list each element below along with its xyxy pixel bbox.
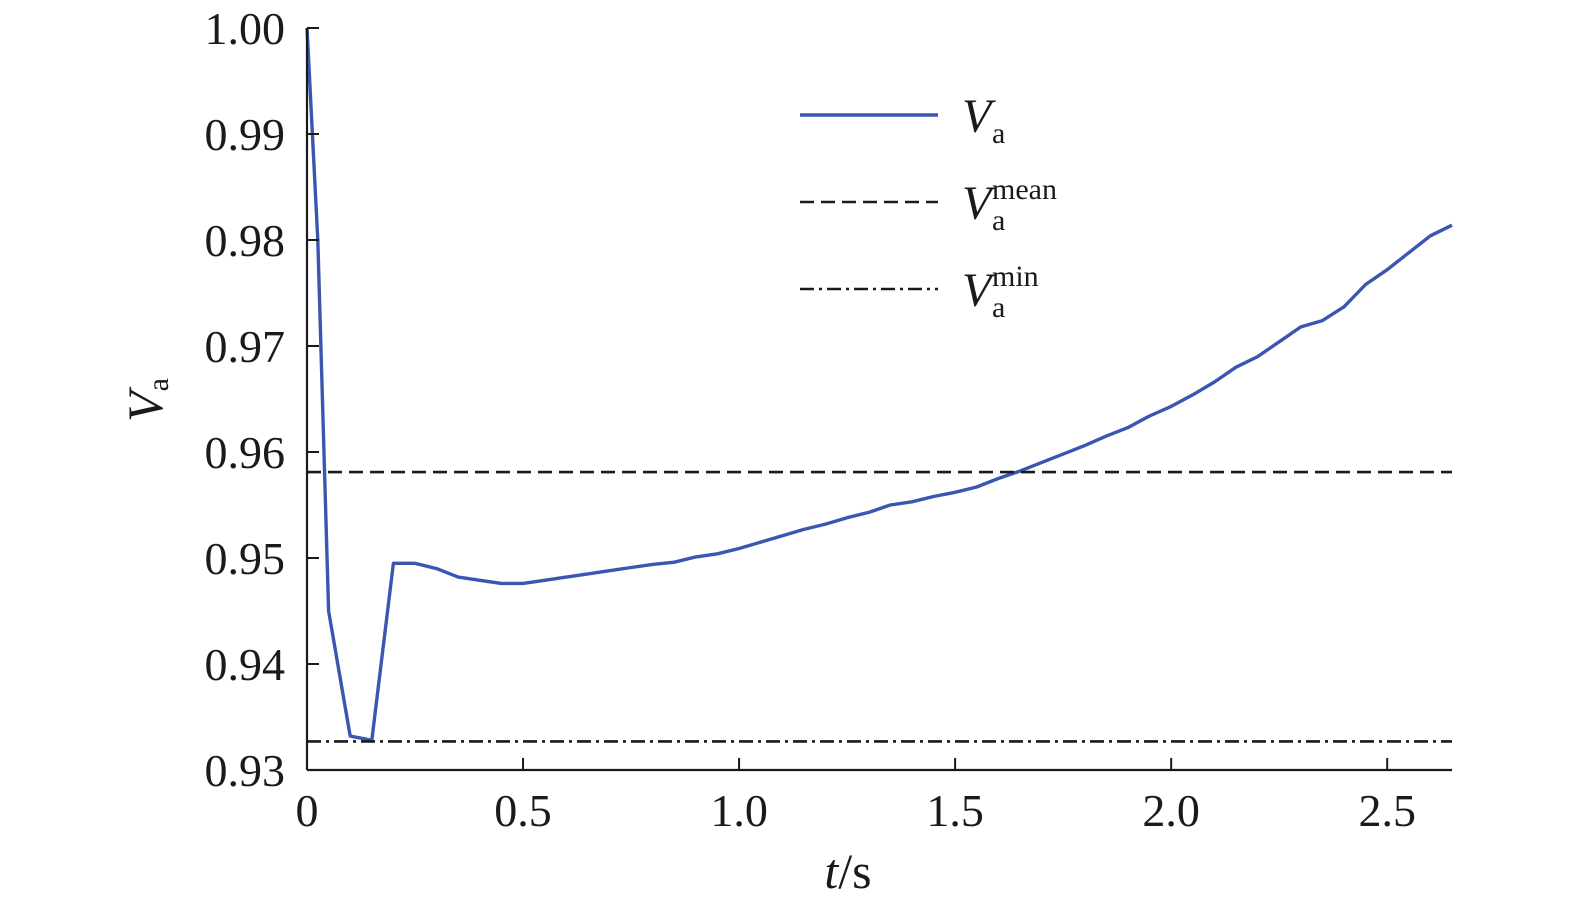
series-layer bbox=[305, 27, 1453, 743]
ticks-layer: 0 0.5 1.0 1.5 2.0 2.5 0.93 0.94 0.95 0.96 0.97 0.98… bbox=[205, 3, 1416, 836]
x-tick-label: 2.0 bbox=[1142, 785, 1200, 836]
y-axis-variable: V bbox=[117, 386, 173, 422]
y-tick-label: 0.96 bbox=[205, 427, 286, 478]
legend-label-superscript: min bbox=[992, 260, 1039, 293]
y-tick-label: 0.94 bbox=[205, 639, 286, 690]
legend-label-variable: V bbox=[962, 90, 996, 143]
y-tick-label: 0.95 bbox=[205, 533, 286, 584]
legend-label-variable: V bbox=[962, 177, 996, 230]
legend-label-superscript: mean bbox=[992, 173, 1057, 206]
x-tick-label: 2.5 bbox=[1358, 785, 1416, 836]
y-tick-label: 1.00 bbox=[205, 3, 286, 54]
x-tick-label: 0.5 bbox=[494, 785, 552, 836]
x-axis-variable: t bbox=[824, 843, 839, 899]
y-tick-label: 0.99 bbox=[205, 109, 286, 160]
x-tick-label: 1.0 bbox=[710, 785, 768, 836]
legend-label-subscript: a bbox=[992, 204, 1005, 237]
legend-label-variable: V bbox=[962, 264, 996, 317]
axes-layer bbox=[305, 28, 1452, 772]
x-axis-unit: /s bbox=[838, 843, 871, 899]
y-tick-label: 0.93 bbox=[205, 745, 286, 796]
va-series-line bbox=[305, 27, 1453, 742]
legend-label-subscript: a bbox=[992, 117, 1005, 150]
legend-label-subscript: a bbox=[992, 291, 1005, 324]
x-axis-title: t/s bbox=[824, 843, 871, 899]
y-tick-label: 0.97 bbox=[205, 321, 286, 372]
y-axis-subscript: a bbox=[142, 378, 175, 391]
y-axis-title: Va bbox=[117, 378, 175, 422]
x-tick-label: 0 bbox=[296, 785, 319, 836]
x-tick-label: 1.5 bbox=[926, 785, 984, 836]
y-tick-label: 0.98 bbox=[205, 215, 286, 266]
